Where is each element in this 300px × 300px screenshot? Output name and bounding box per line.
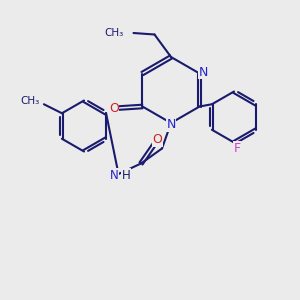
Text: O: O bbox=[109, 101, 119, 115]
Text: N: N bbox=[110, 169, 118, 182]
Text: H: H bbox=[122, 169, 130, 182]
Text: F: F bbox=[233, 142, 241, 155]
Text: O: O bbox=[153, 133, 162, 146]
Text: N: N bbox=[199, 65, 208, 79]
Text: CH₃: CH₃ bbox=[20, 96, 39, 106]
Text: N: N bbox=[166, 118, 176, 131]
Text: CH₃: CH₃ bbox=[105, 28, 124, 38]
